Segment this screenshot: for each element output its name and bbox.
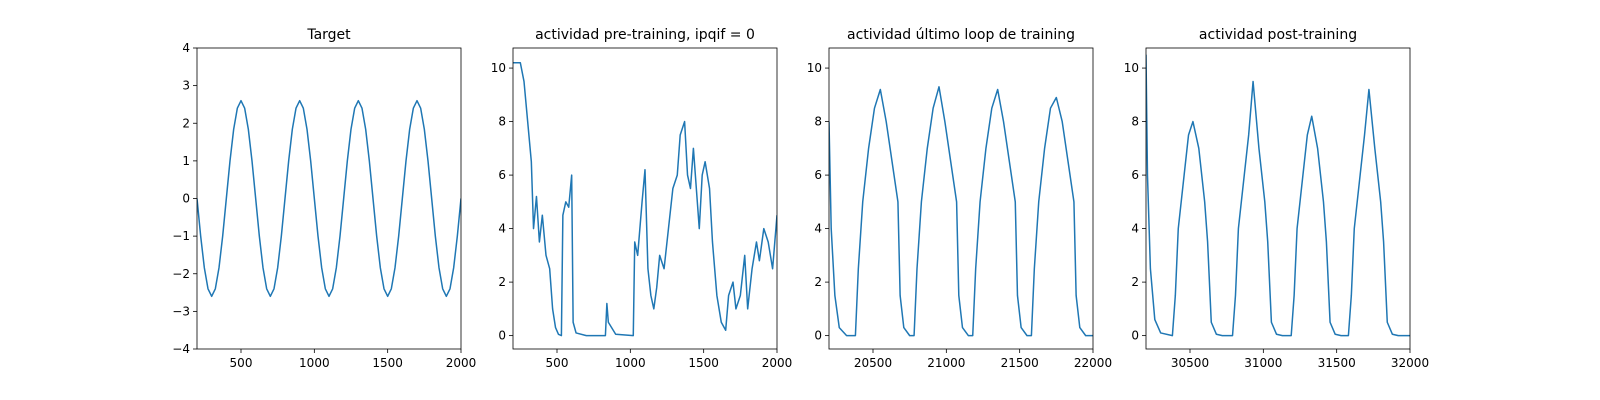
axes-frame (196, 47, 462, 350)
plot-area (1146, 54, 1410, 337)
subplot-title: actividad pre-training, ipqif = 0 (535, 27, 755, 43)
y-tick-label: 6 (498, 168, 506, 182)
x-tick-label: 1000 (299, 356, 330, 370)
plot-area (513, 61, 777, 337)
subplot-title: actividad post-training (1199, 27, 1357, 43)
y-tick-label: 1 (182, 154, 190, 168)
x-tick-label: 31500 (1318, 356, 1356, 370)
y-tick-label: 4 (1131, 222, 1139, 236)
y-tick-label: −4 (172, 342, 190, 356)
axes-frame (828, 47, 1094, 350)
x-tick-label: 1000 (615, 356, 646, 370)
axes-frame (512, 47, 778, 350)
y-tick-label: 8 (498, 115, 506, 129)
x-tick-label: 1500 (688, 356, 719, 370)
y-tick-label: 10 (807, 61, 822, 75)
subplot-title: Target (306, 27, 351, 43)
y-tick-label: 2 (498, 275, 506, 289)
y-tick-label: 6 (814, 168, 822, 182)
x-tick-label: 1500 (372, 356, 403, 370)
y-tick-label: 0 (1131, 329, 1139, 343)
x-tick-label: 21000 (927, 356, 965, 370)
data-line (197, 99, 461, 298)
y-tick-label: 2 (1131, 275, 1139, 289)
data-line (513, 61, 777, 337)
y-tick-label: 3 (182, 79, 190, 93)
x-tick-label: 500 (546, 356, 569, 370)
y-tick-label: 10 (491, 61, 506, 75)
plot-area (829, 86, 1093, 337)
y-tick-label: 8 (1131, 115, 1139, 129)
y-tick-label: 0 (182, 192, 190, 206)
x-tick-label: 30500 (1171, 356, 1209, 370)
x-tick-label: 21500 (1001, 356, 1039, 370)
y-tick-label: −1 (172, 229, 190, 243)
x-tick-label: 22000 (1074, 356, 1112, 370)
y-tick-label: 4 (182, 41, 190, 55)
y-tick-label: 4 (814, 222, 822, 236)
data-line (1146, 54, 1410, 337)
x-tick-label: 2000 (762, 356, 793, 370)
x-tick-label: 20500 (854, 356, 892, 370)
y-tick-label: 6 (1131, 168, 1139, 182)
x-tick-label: 31000 (1244, 356, 1282, 370)
y-tick-label: 10 (1124, 61, 1139, 75)
y-tick-label: 2 (814, 275, 822, 289)
subplot-title: actividad último loop de training (847, 27, 1075, 43)
y-tick-label: 2 (182, 116, 190, 130)
y-tick-label: 4 (498, 222, 506, 236)
x-tick-label: 32000 (1391, 356, 1429, 370)
y-tick-label: 0 (498, 329, 506, 343)
y-tick-label: −2 (172, 267, 190, 281)
y-tick-label: 0 (814, 329, 822, 343)
data-line (829, 86, 1093, 337)
axes-frame (1145, 47, 1411, 350)
x-tick-label: 500 (230, 356, 253, 370)
y-tick-label: 8 (814, 115, 822, 129)
plot-area (197, 99, 461, 298)
y-tick-label: −3 (172, 304, 190, 318)
x-tick-label: 2000 (446, 356, 477, 370)
